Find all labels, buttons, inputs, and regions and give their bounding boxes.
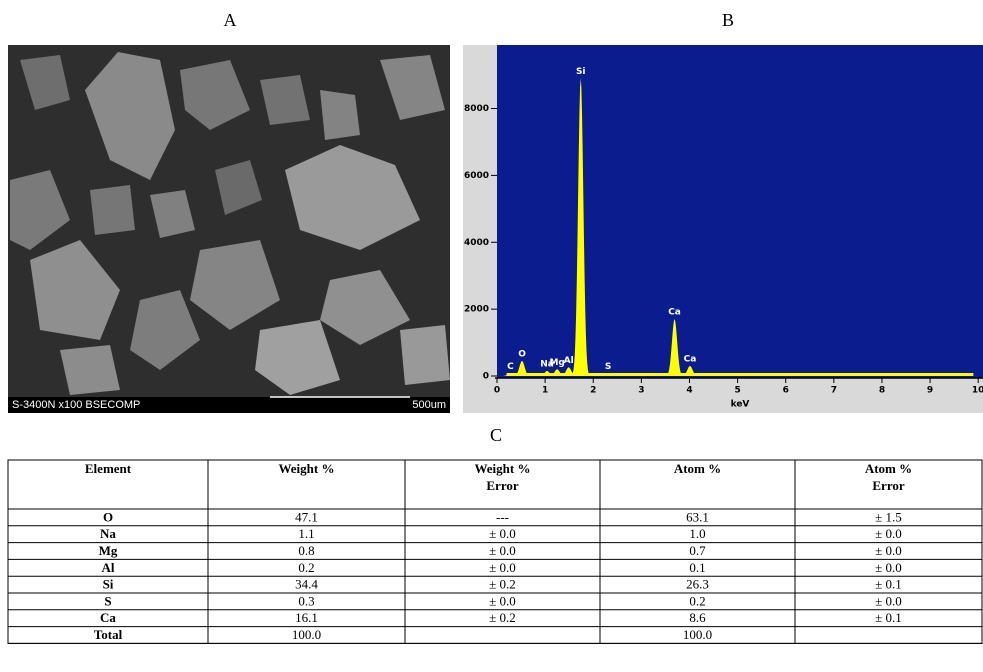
header-cell: Error	[486, 478, 518, 493]
table-cell: 0.2	[298, 560, 314, 575]
table-cell: 8.6	[689, 610, 706, 625]
plot-area	[497, 45, 983, 378]
x-tick-label: 2	[590, 386, 596, 396]
panel-label: A	[224, 10, 237, 30]
y-tick-label: 4000	[464, 238, 489, 248]
y-tick-label: 0	[483, 372, 489, 382]
table-cell: Mg	[99, 543, 118, 558]
sem-caption: S-3400N x100 BSECOMP	[12, 399, 140, 411]
peak-label: C	[507, 362, 514, 372]
peak-label: Al	[564, 356, 574, 366]
table-cell: 34.4	[295, 577, 318, 592]
table-cell: ± 0.0	[489, 593, 516, 608]
table-cell: ± 0.0	[875, 560, 902, 575]
table-cell: ± 0.2	[489, 577, 516, 592]
table-cell: 0.8	[298, 543, 314, 558]
table-cell: 47.1	[295, 509, 318, 524]
peak-label: Mg	[549, 358, 564, 368]
table-cell: 26.3	[686, 577, 709, 592]
x-tick-label: 3	[638, 386, 644, 396]
peak	[679, 365, 701, 376]
peak	[500, 373, 521, 376]
peak	[570, 78, 592, 377]
continuum	[506, 373, 974, 376]
y-tick-label: 6000	[464, 171, 489, 181]
peak-label: Ca	[668, 308, 681, 318]
sem-image: S-3400N x100 BSECOMP 500um	[8, 45, 450, 413]
panel-label: B	[722, 10, 734, 30]
table-cell: Ca	[100, 610, 116, 625]
peak	[558, 367, 580, 376]
peak-label: O	[518, 349, 526, 359]
peak	[536, 370, 558, 376]
x-tick-label: 6	[783, 386, 789, 396]
x-tick-label: 9	[927, 386, 933, 396]
x-tick-label: 10	[972, 386, 983, 396]
table-cell: ± 0.0	[489, 560, 516, 575]
peak	[664, 319, 685, 376]
header-cell: Weight %	[475, 461, 531, 476]
table-cell: ± 0.1	[875, 610, 902, 625]
table-cell: 0.2	[689, 593, 705, 608]
x-tick-label: 5	[734, 386, 740, 396]
table-cell: 1.0	[689, 526, 705, 541]
y-tick-label: 2000	[464, 305, 489, 315]
table-cell: ---	[496, 509, 509, 524]
table-cell: ± 0.1	[875, 577, 902, 592]
table-cell: ± 0.0	[875, 593, 902, 608]
header-cell: Atom %	[865, 461, 912, 476]
table-cell: O	[103, 509, 113, 524]
table-cell: 63.1	[686, 509, 709, 524]
panel-label: C	[490, 425, 502, 445]
peak	[597, 373, 619, 376]
table-cell: 0.3	[298, 593, 314, 608]
header-cell: Weight %	[279, 461, 335, 476]
table-cell: 0.1	[689, 560, 705, 575]
table-cell: ± 0.0	[875, 526, 902, 541]
header-cell: Error	[872, 478, 904, 493]
peak-label: Ca	[684, 354, 697, 364]
x-tick-label: 8	[879, 386, 885, 396]
table-cell: ± 1.5	[875, 509, 902, 524]
table-cell: ± 0.0	[489, 543, 516, 558]
sem-scale-label: 500um	[412, 399, 446, 411]
table-cell: Total	[94, 627, 123, 642]
table-cell: Na	[100, 526, 116, 541]
table-cell: 100.0	[292, 627, 321, 642]
table: Element Weight % Weight % Error Atom % Atom %…	[7, 459, 983, 644]
table-cell: 100.0	[683, 627, 712, 642]
peak-label: S	[605, 362, 611, 372]
table-cell: S	[104, 593, 111, 608]
table-cell: ± 0.0	[875, 543, 902, 558]
peak	[511, 360, 533, 376]
x-tick-label: 4	[686, 386, 692, 396]
x-tick-label: 1	[542, 386, 548, 396]
header-cell: Element	[85, 461, 132, 476]
table-cell: Al	[102, 560, 115, 575]
peak	[546, 369, 568, 376]
peak-label: Na	[540, 359, 554, 369]
x-axis-label: keV	[731, 400, 750, 410]
table-cell: ± 0.2	[489, 610, 516, 625]
x-tick-label: 0	[494, 386, 500, 396]
table-cell: 0.7	[689, 543, 706, 558]
table-cell: ± 0.0	[489, 526, 516, 541]
peak-label: Si	[576, 67, 586, 77]
table-cell: 16.1	[295, 610, 318, 625]
y-tick-label: 8000	[464, 104, 489, 114]
table-cell: 1.1	[298, 526, 314, 541]
x-tick-label: 7	[831, 386, 837, 396]
table-cell: Si	[103, 577, 114, 592]
header-cell: Atom %	[674, 461, 721, 476]
